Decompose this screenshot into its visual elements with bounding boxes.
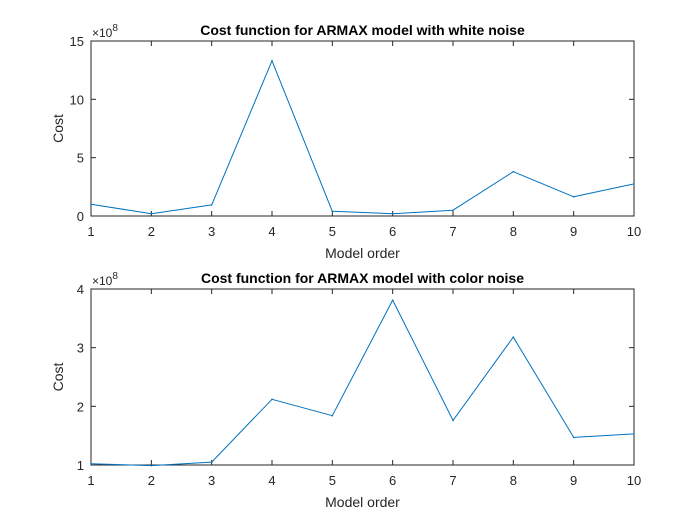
x-tick-label: 8	[510, 473, 517, 488]
x-tick-label: 8	[510, 224, 517, 239]
x-tick-label: 9	[570, 473, 577, 488]
y-tick-label: 2	[77, 399, 84, 414]
data-point	[572, 195, 575, 198]
y-tick-label: 1	[77, 458, 84, 473]
data-point	[90, 203, 92, 206]
exponent-base: ×10	[92, 274, 113, 288]
x-tick-label: 10	[627, 224, 641, 239]
data-point	[210, 461, 213, 463]
data-point	[633, 183, 635, 185]
y-axis-label: Cost	[50, 114, 66, 143]
x-axis-label: Model order	[325, 494, 400, 510]
series-line	[90, 299, 635, 467]
exponent-power: 8	[112, 23, 118, 34]
x-tick-label: 5	[329, 473, 336, 488]
x-tick-label: 4	[268, 224, 275, 239]
data-point	[331, 210, 334, 213]
data-point	[210, 204, 213, 206]
data-point	[271, 60, 273, 62]
data-point	[512, 336, 515, 338]
x-tick-label: 1	[87, 473, 94, 488]
x-tick-label: 5	[329, 224, 336, 239]
chart-white-noise: Cost function for ARMAX model with white…	[50, 22, 641, 261]
y-axis-label: Cost	[50, 363, 66, 392]
data-point	[572, 436, 575, 439]
y-tick-label: 4	[77, 282, 84, 297]
x-tick-label: 6	[389, 224, 396, 239]
x-tick-label: 7	[449, 224, 456, 239]
data-point	[271, 398, 273, 401]
data-point	[452, 419, 454, 422]
data-point	[90, 463, 92, 465]
x-tick-label: 3	[208, 473, 215, 488]
data-point	[391, 212, 394, 215]
y-tick-label: 10	[70, 92, 84, 107]
data-point	[391, 299, 394, 301]
x-tick-label: 2	[148, 224, 155, 239]
data-point	[633, 433, 635, 435]
data-point	[452, 209, 454, 211]
x-tick-label: 3	[208, 224, 215, 239]
x-tick-label: 10	[627, 473, 641, 488]
x-tick-label: 9	[570, 224, 577, 239]
x-tick-label: 1	[87, 224, 94, 239]
y-tick-label: 3	[77, 341, 84, 356]
chart-title: Cost function for ARMAX model with white…	[200, 22, 525, 38]
data-point	[150, 464, 153, 467]
data-point	[512, 170, 515, 173]
exponent-power: 8	[112, 271, 118, 282]
x-tick-label: 4	[268, 473, 275, 488]
y-tick-label: 15	[70, 34, 84, 49]
axes-box	[90, 40, 635, 217]
y-tick-label: 0	[77, 209, 84, 224]
y-tick-label: 5	[77, 151, 84, 166]
x-axis-label: Model order	[325, 245, 400, 261]
x-tick-label: 2	[148, 473, 155, 488]
chart-title: Cost function for ARMAX model with color…	[201, 270, 524, 286]
series-line	[90, 60, 635, 215]
exponent-base: ×10	[92, 26, 113, 40]
y-axis-exponent: ×108	[92, 23, 118, 40]
data-point	[331, 414, 334, 417]
data-point	[150, 212, 153, 215]
x-tick-label: 6	[389, 473, 396, 488]
x-tick-label: 7	[449, 473, 456, 488]
y-axis-exponent: ×108	[92, 271, 118, 288]
axes-box	[90, 288, 635, 466]
chart-color-noise: Cost function for ARMAX model with color…	[50, 270, 641, 510]
